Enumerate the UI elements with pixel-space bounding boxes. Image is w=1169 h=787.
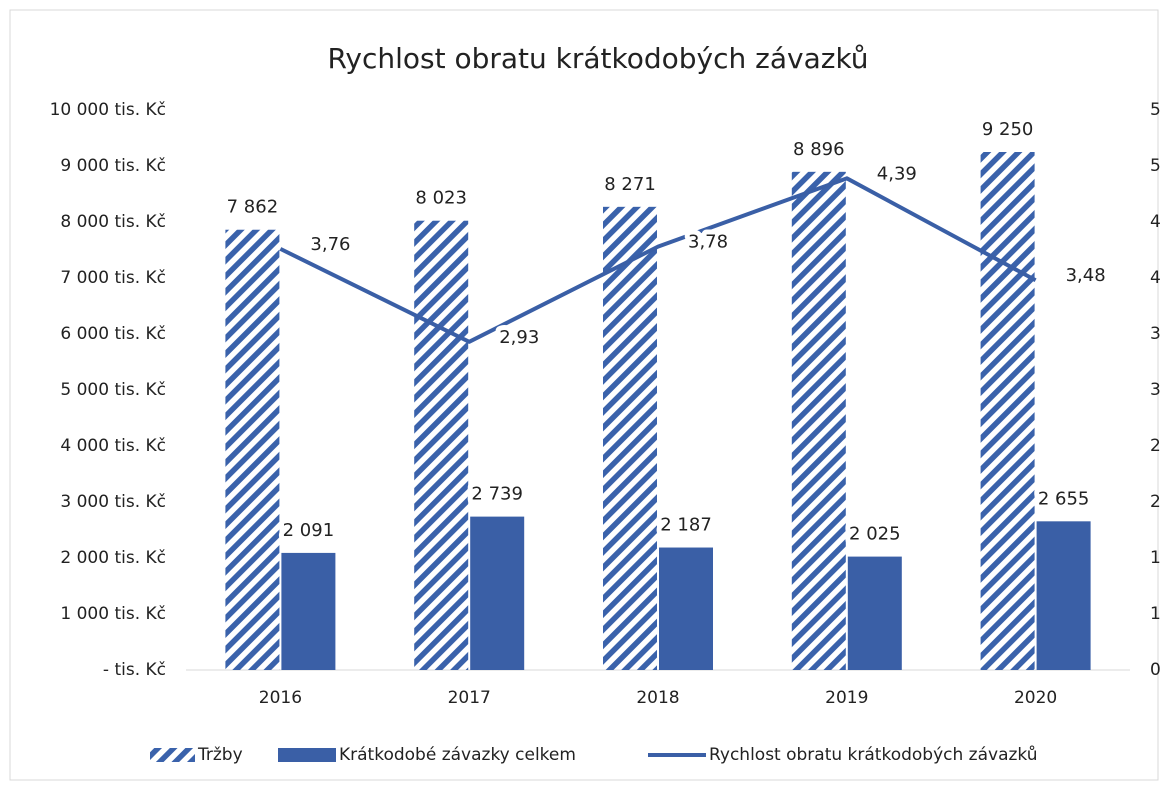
line: [279, 176, 1037, 344]
data-label: 8 023: [415, 188, 467, 209]
bar: [281, 552, 336, 670]
legend-swatch: [278, 748, 336, 762]
data-label: 7 862: [227, 197, 279, 218]
y2-tick-label: 2: [1150, 492, 1161, 512]
y2-tick-label: 3: [1150, 324, 1161, 344]
legend-swatch: [150, 748, 195, 762]
y2-tick-label: 4: [1150, 212, 1161, 232]
data-label: 4,39: [877, 163, 917, 184]
y2-tick-label: 1: [1150, 604, 1161, 624]
bar: [603, 206, 657, 670]
x-tick-label: 2018: [636, 688, 679, 708]
y2-tick-label: 3: [1150, 380, 1161, 400]
legend-label: Rychlost obratu krátkodobých závazků: [709, 745, 1038, 765]
y2-tick-label: 5: [1150, 100, 1161, 120]
data-label: 2 091: [283, 520, 335, 541]
y-tick-label: 3 000 tis. Kč: [60, 492, 166, 512]
y2-tick-label: 4: [1150, 268, 1161, 288]
data-label: 3,48: [1066, 265, 1106, 286]
y-tick-label: - tis. Kč: [103, 660, 166, 680]
bar: [470, 516, 525, 670]
y-tick-label: 9 000 tis. Kč: [60, 156, 166, 176]
y-tick-label: 10 000 tis. Kč: [50, 100, 166, 120]
data-label: 2,93: [499, 327, 539, 348]
y-tick-label: 5 000 tis. Kč: [60, 380, 166, 400]
y-tick-label: 1 000 tis. Kč: [60, 604, 166, 624]
bar: [980, 152, 1035, 670]
data-label: 9 250: [982, 119, 1034, 140]
x-tick-label: 2016: [259, 688, 302, 708]
bar: [847, 556, 902, 670]
data-label: 3,76: [310, 234, 350, 255]
legend-label: Tržby: [197, 745, 243, 765]
data-label: 2 739: [471, 484, 523, 505]
y-tick-label: 2 000 tis. Kč: [60, 548, 166, 568]
y2-tick-label: 0: [1150, 660, 1161, 680]
bar: [414, 220, 469, 670]
y-tick-label: 6 000 tis. Kč: [60, 324, 166, 344]
y-tick-label: 7 000 tis. Kč: [60, 268, 166, 288]
y2-tick-label: 1: [1150, 548, 1161, 568]
y-tick-label: 4 000 tis. Kč: [60, 436, 166, 456]
x-tick-label: 2020: [1014, 688, 1057, 708]
data-label: 2 187: [660, 515, 712, 536]
chart-title: Rychlost obratu krátkodobých závazků: [327, 42, 868, 75]
data-label: 8 271: [604, 174, 656, 195]
y2-tick-label: 2: [1150, 436, 1161, 456]
data-label: 8 896: [793, 139, 845, 160]
data-label: 3,78: [688, 232, 728, 253]
data-label: 2 025: [849, 524, 901, 545]
x-tick-label: 2019: [825, 688, 868, 708]
bar: [659, 547, 713, 670]
bar: [1036, 521, 1091, 670]
bar: [791, 171, 846, 670]
data-label: 2 655: [1038, 488, 1090, 509]
chart-border: [9, 9, 1159, 781]
legend-label: Krátkodobé závazky celkem: [339, 745, 576, 765]
x-tick-label: 2017: [448, 688, 491, 708]
y2-tick-label: 5: [1150, 156, 1161, 176]
bar: [225, 229, 280, 670]
y-tick-label: 8 000 tis. Kč: [60, 212, 166, 232]
